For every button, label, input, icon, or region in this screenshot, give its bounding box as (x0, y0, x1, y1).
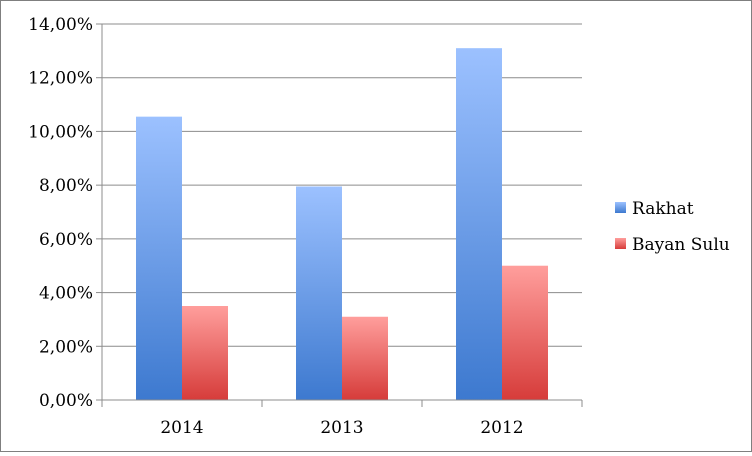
bar-rakhat-2013 (296, 186, 342, 400)
x-tick-label: 2012 (480, 418, 523, 438)
legend-label-bayan-sulu: Bayan Sulu (632, 235, 730, 255)
legend-swatch-bayan-sulu (615, 238, 626, 249)
x-tick-label: 2013 (320, 418, 363, 438)
bar-bayan-sulu-2013 (342, 316, 388, 400)
x-tick-label: 2014 (160, 418, 203, 438)
axes (101, 24, 582, 401)
y-tick-label: 0,00% (39, 391, 93, 411)
y-axis-ticks: 0,00% 2,00% 4,00% 6,00% 8,00% 10,00% 12,00% 14,… (28, 15, 102, 411)
bar-rakhat-2014 (136, 116, 182, 401)
y-tick-label: 2,00% (39, 337, 93, 357)
y-tick-label: 12,00% (28, 69, 93, 89)
bars (136, 48, 548, 401)
y-tick-label: 4,00% (39, 284, 93, 304)
y-tick-label: 8,00% (39, 176, 93, 196)
x-axis-ticks: 2014 2013 2012 (101, 400, 583, 438)
y-tick-label: 6,00% (39, 230, 93, 250)
bar-bayan-sulu-2012 (502, 265, 548, 400)
y-tick-label: 10,00% (28, 122, 93, 142)
y-tick-label: 14,00% (28, 15, 93, 35)
legend-label-rakhat: Rakhat (632, 199, 694, 219)
bar-bayan-sulu-2014 (182, 306, 228, 400)
legend-swatch-rakhat (615, 202, 626, 213)
bar-rakhat-2012 (456, 48, 502, 401)
legend: Rakhat Bayan Sulu (615, 199, 730, 255)
